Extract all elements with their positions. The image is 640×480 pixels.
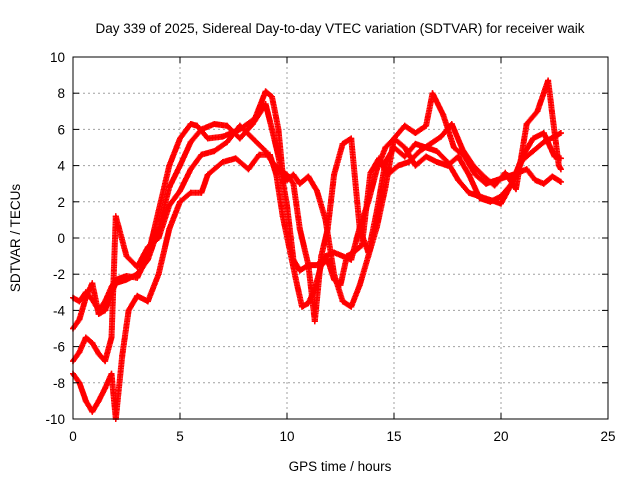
x-tick-label: 15 <box>386 429 401 444</box>
x-tick-label: 5 <box>176 429 184 444</box>
y-tick-label: -10 <box>45 412 65 427</box>
x-tick-label: 0 <box>69 429 77 444</box>
y-tick-label: 4 <box>57 159 65 174</box>
y-tick-label: 10 <box>50 50 65 65</box>
y-axis-title: SDTVAR / TECUs <box>8 184 23 293</box>
y-tick-label: -2 <box>53 267 65 282</box>
y-tick-label: 0 <box>57 231 65 246</box>
x-tick-label: 20 <box>493 429 508 444</box>
y-tick-label: 8 <box>57 86 65 101</box>
x-axis-title: GPS time / hours <box>289 459 392 474</box>
y-tick-label: 6 <box>57 122 65 137</box>
y-tick-label: -6 <box>53 340 65 355</box>
y-tick-label: 2 <box>57 195 65 210</box>
x-tick-label: 10 <box>279 429 294 444</box>
y-tick-label: -8 <box>53 376 65 391</box>
axis-ticks: 0 5 10 15 20 25 -10 -8 -6 -4 -2 0 2 4 6 8 10 <box>45 50 615 444</box>
data-series-3 <box>70 122 564 365</box>
chart-title: Day 339 of 2025, Sidereal Day-to-day VTE… <box>96 21 585 36</box>
data-markers <box>70 77 564 422</box>
x-tick-label: 25 <box>600 429 615 444</box>
y-tick-label: -4 <box>53 303 65 318</box>
